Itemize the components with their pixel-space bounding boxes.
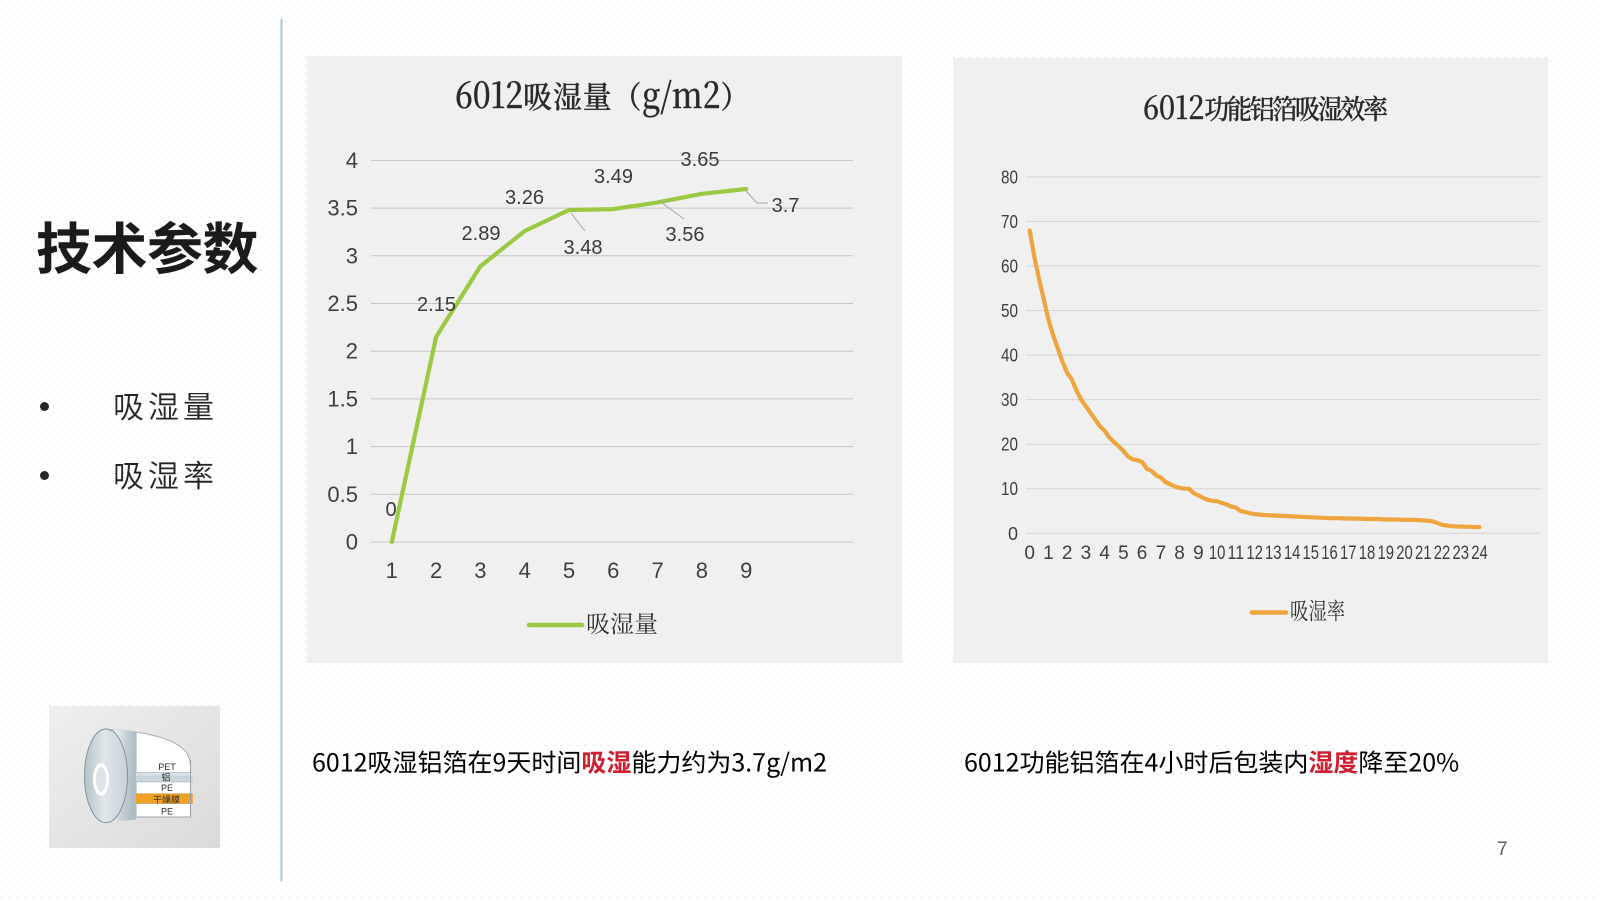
svg-text:6: 6	[607, 558, 619, 583]
svg-text:10: 10	[1001, 479, 1018, 499]
svg-text:3.48: 3.48	[564, 237, 603, 259]
svg-text:7: 7	[651, 558, 663, 583]
svg-text:22: 22	[1434, 543, 1451, 564]
svg-text:PET: PET	[158, 762, 176, 772]
svg-text:3.5: 3.5	[327, 196, 358, 221]
svg-text:1: 1	[1043, 543, 1054, 564]
svg-text:PE: PE	[161, 783, 173, 793]
svg-text:3.56: 3.56	[666, 224, 705, 246]
svg-text:3: 3	[1081, 543, 1092, 564]
svg-text:24: 24	[1471, 543, 1488, 564]
svg-text:1: 1	[346, 434, 358, 459]
svg-text:3: 3	[474, 558, 486, 583]
svg-text:15: 15	[1303, 543, 1320, 564]
svg-text:0: 0	[385, 499, 396, 521]
svg-text:20: 20	[1001, 435, 1018, 455]
svg-text:0: 0	[1008, 524, 1018, 544]
svg-text:3.65: 3.65	[681, 149, 720, 171]
svg-text:20: 20	[1396, 543, 1413, 564]
svg-text:PE: PE	[161, 807, 173, 817]
svg-text:23: 23	[1452, 543, 1469, 564]
svg-text:14: 14	[1284, 543, 1301, 564]
svg-text:0: 0	[346, 530, 358, 555]
svg-text:0.5: 0.5	[327, 482, 358, 507]
svg-text:40: 40	[1001, 346, 1018, 366]
svg-text:5: 5	[563, 558, 575, 583]
svg-text:70: 70	[1001, 212, 1018, 232]
svg-text:4: 4	[519, 558, 531, 583]
svg-text:12: 12	[1246, 543, 1263, 564]
svg-text:7: 7	[1497, 839, 1508, 860]
svg-text:2.15: 2.15	[417, 294, 456, 316]
svg-text:9: 9	[1193, 543, 1204, 564]
svg-text:2.89: 2.89	[462, 223, 501, 245]
svg-text:19: 19	[1378, 543, 1395, 564]
svg-text:10: 10	[1209, 543, 1226, 564]
svg-text:3.7: 3.7	[772, 195, 800, 217]
svg-text:17: 17	[1340, 543, 1357, 564]
svg-text:8: 8	[1174, 543, 1185, 564]
svg-text:80: 80	[1001, 167, 1018, 187]
svg-text:18: 18	[1359, 543, 1376, 564]
svg-text:5: 5	[1118, 543, 1129, 564]
svg-text:21: 21	[1415, 543, 1432, 564]
svg-text:2: 2	[430, 558, 442, 583]
svg-text:4: 4	[1099, 543, 1110, 564]
svg-text:13: 13	[1265, 543, 1282, 564]
svg-text:8: 8	[696, 558, 708, 583]
svg-text:1: 1	[386, 558, 398, 583]
svg-text:3: 3	[346, 243, 358, 268]
svg-text:2.5: 2.5	[327, 291, 358, 316]
svg-text:9: 9	[740, 558, 752, 583]
svg-text:16: 16	[1321, 543, 1338, 564]
svg-text:7: 7	[1156, 543, 1167, 564]
svg-text:4: 4	[346, 148, 358, 173]
svg-text:60: 60	[1001, 257, 1018, 277]
svg-text:2: 2	[1062, 543, 1073, 564]
svg-text:3.26: 3.26	[505, 187, 544, 209]
svg-text:1.5: 1.5	[327, 386, 358, 411]
svg-text:6: 6	[1137, 543, 1148, 564]
svg-text:30: 30	[1001, 390, 1018, 410]
svg-text:3.49: 3.49	[594, 166, 633, 188]
svg-text:2: 2	[346, 339, 358, 364]
svg-text:0: 0	[1024, 543, 1035, 564]
svg-text:11: 11	[1228, 543, 1245, 564]
svg-text:50: 50	[1001, 301, 1018, 321]
